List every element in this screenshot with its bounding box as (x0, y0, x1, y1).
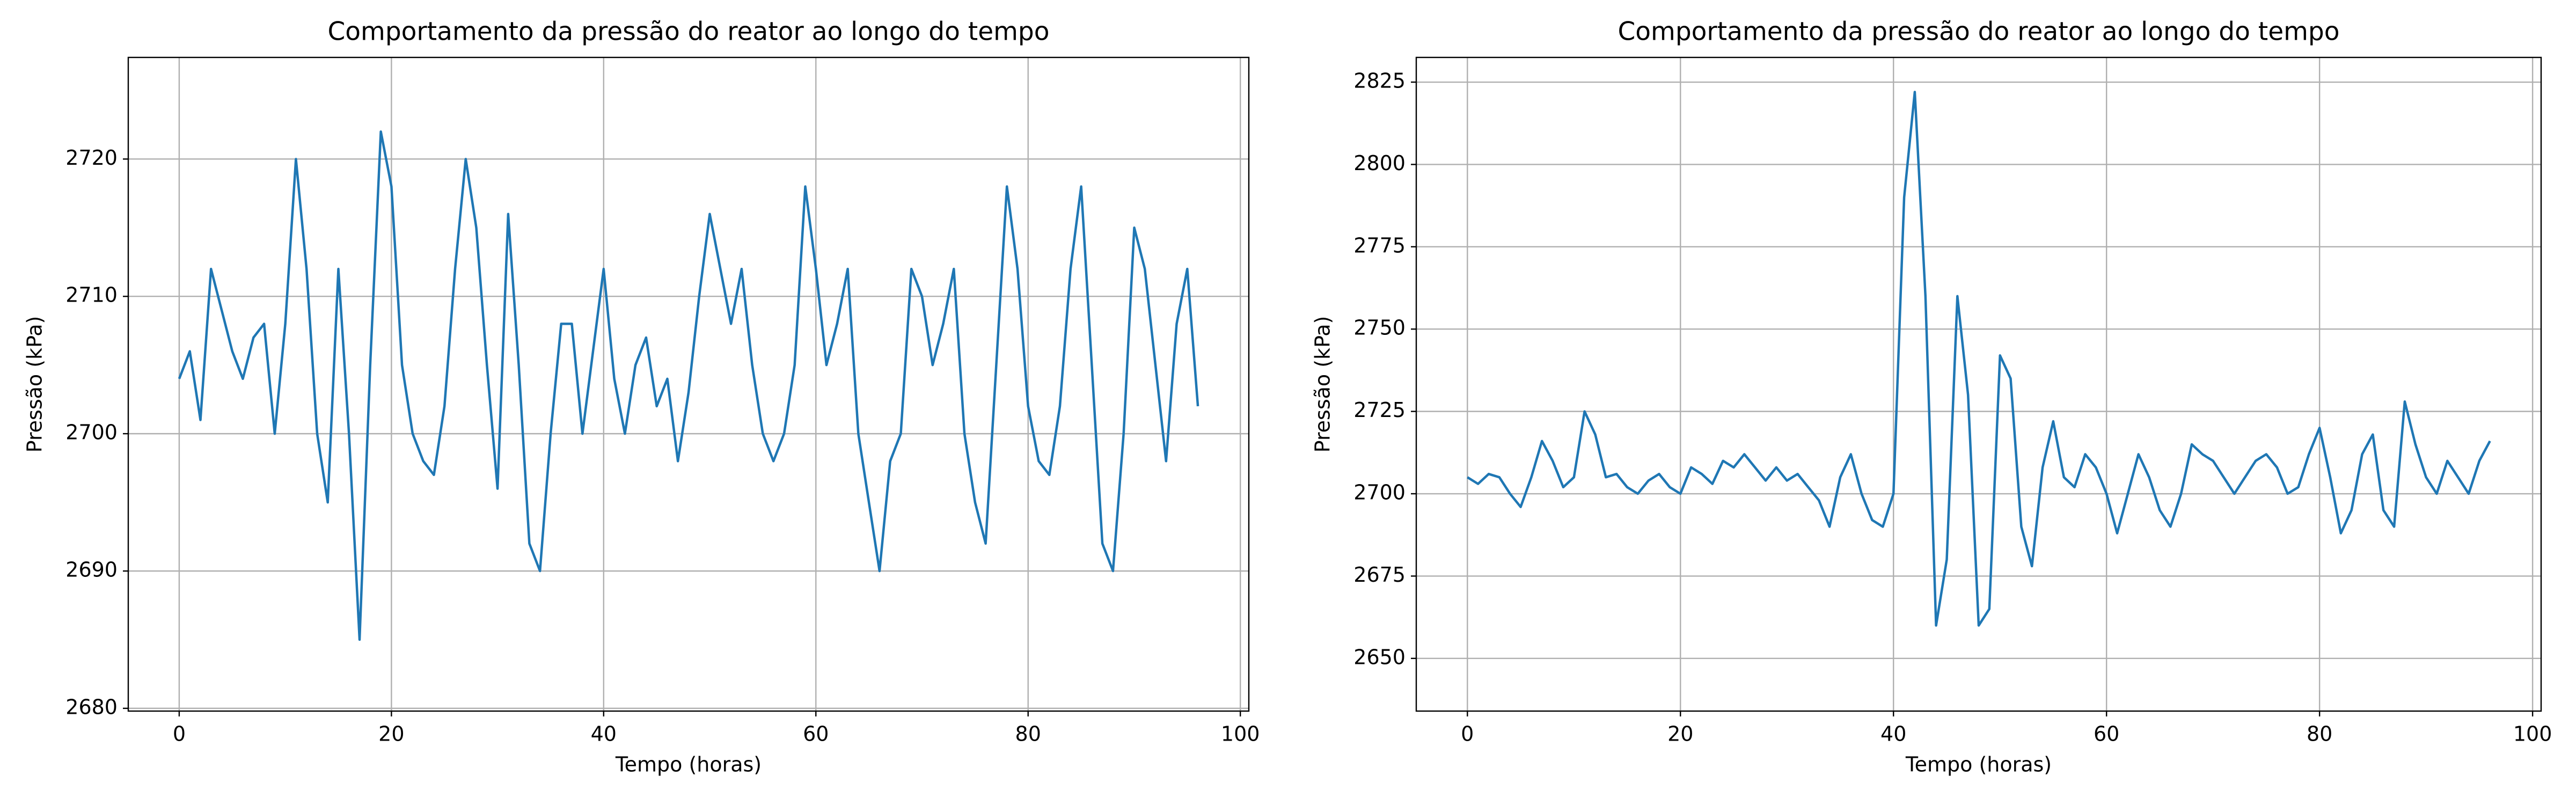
x-axis-label: Tempo (horas) (615, 753, 762, 777)
x-axis-label: Tempo (horas) (1905, 753, 2052, 777)
y-tick-label: 2700 (65, 421, 118, 444)
x-tick-label: 60 (2094, 722, 2119, 746)
chart-title: Comportamento da pressão do reator ao lo… (1618, 17, 2339, 47)
y-tick-label: 2675 (1353, 563, 1406, 587)
y-tick-label: 2680 (65, 695, 118, 719)
y-tick-label: 2725 (1353, 398, 1406, 422)
y-axis-label: Pressão (kPa) (23, 316, 47, 453)
x-tick-label: 20 (378, 722, 404, 746)
x-tick-label: 60 (803, 722, 829, 746)
x-tick-label: 80 (1015, 722, 1041, 746)
x-tick-label: 100 (1221, 722, 1260, 746)
y-tick-label: 2750 (1353, 316, 1406, 340)
y-tick-label: 2720 (65, 146, 118, 170)
plot-frame (1415, 56, 2542, 712)
x-tick-label: 20 (1667, 722, 1693, 746)
x-tick-label: 0 (173, 722, 186, 746)
y-tick-label: 2690 (65, 558, 118, 582)
y-tick-label: 2650 (1353, 645, 1406, 669)
y-tick-label: 2775 (1353, 233, 1406, 257)
y-tick-label: 2800 (1353, 151, 1406, 175)
y-tick-label: 2710 (65, 283, 118, 307)
plot-frame (127, 56, 1250, 712)
data-line (178, 130, 1199, 641)
y-tick-label: 2700 (1353, 481, 1406, 504)
y-axis-label: Pressão (kPa) (1311, 316, 1335, 453)
x-tick-label: 80 (2307, 722, 2332, 746)
x-tick-label: 40 (1880, 722, 1906, 746)
y-tick-label: 2825 (1353, 69, 1406, 93)
x-tick-label: 100 (2513, 722, 2552, 746)
data-line (1467, 91, 2491, 627)
x-tick-label: 40 (591, 722, 617, 746)
chart-title: Comportamento da pressão do reator ao lo… (327, 17, 1049, 47)
x-tick-label: 0 (1461, 722, 1474, 746)
